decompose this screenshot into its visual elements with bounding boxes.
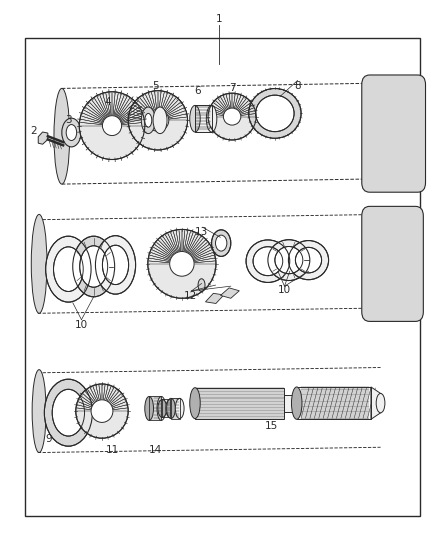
Bar	[285, 394, 297, 411]
Text: 11: 11	[106, 445, 119, 455]
Text: 8: 8	[294, 81, 301, 91]
Ellipse shape	[208, 93, 256, 140]
Text: 12: 12	[184, 290, 197, 301]
Ellipse shape	[190, 387, 200, 418]
Ellipse shape	[79, 92, 145, 159]
Bar	[149, 397, 161, 421]
Ellipse shape	[53, 247, 83, 292]
Ellipse shape	[31, 214, 47, 313]
Ellipse shape	[166, 398, 175, 418]
Ellipse shape	[148, 229, 216, 298]
Text: 13: 13	[195, 227, 208, 237]
Ellipse shape	[246, 240, 290, 282]
Bar	[195, 106, 212, 132]
Text: 14: 14	[149, 445, 162, 455]
FancyBboxPatch shape	[362, 206, 424, 321]
Text: 1: 1	[215, 14, 223, 25]
Ellipse shape	[376, 393, 385, 413]
Ellipse shape	[268, 240, 310, 280]
Ellipse shape	[44, 379, 92, 446]
Ellipse shape	[73, 236, 115, 297]
Text: 4: 4	[104, 96, 111, 107]
Ellipse shape	[46, 236, 91, 302]
Text: 15: 15	[265, 421, 278, 431]
FancyBboxPatch shape	[25, 38, 420, 516]
Ellipse shape	[253, 247, 283, 276]
Polygon shape	[205, 293, 224, 303]
Ellipse shape	[80, 246, 108, 287]
Text: 10: 10	[278, 286, 291, 295]
Ellipse shape	[170, 252, 194, 276]
Ellipse shape	[66, 125, 77, 141]
Ellipse shape	[76, 384, 128, 438]
Bar	[171, 398, 180, 418]
Ellipse shape	[153, 107, 167, 134]
Bar	[195, 106, 212, 132]
Ellipse shape	[52, 389, 85, 436]
FancyBboxPatch shape	[362, 75, 426, 192]
Ellipse shape	[141, 107, 155, 134]
Ellipse shape	[128, 91, 187, 150]
Ellipse shape	[32, 369, 46, 453]
Ellipse shape	[275, 246, 303, 274]
Ellipse shape	[147, 109, 169, 131]
Ellipse shape	[95, 236, 136, 294]
Ellipse shape	[102, 245, 129, 285]
Ellipse shape	[102, 116, 122, 135]
Ellipse shape	[206, 106, 217, 132]
Ellipse shape	[62, 118, 81, 147]
Bar	[149, 397, 161, 421]
Ellipse shape	[256, 95, 294, 132]
Ellipse shape	[223, 108, 241, 125]
Text: 9: 9	[46, 434, 52, 445]
Ellipse shape	[158, 399, 166, 417]
Text: 10: 10	[75, 320, 88, 330]
Ellipse shape	[212, 230, 231, 256]
Ellipse shape	[215, 235, 227, 251]
Bar	[171, 398, 180, 418]
Ellipse shape	[249, 88, 301, 138]
Ellipse shape	[157, 397, 166, 421]
Polygon shape	[371, 387, 381, 419]
Ellipse shape	[198, 279, 205, 292]
Text: 3: 3	[65, 115, 72, 125]
Ellipse shape	[175, 398, 184, 418]
Text: 6: 6	[194, 86, 201, 96]
Ellipse shape	[54, 88, 70, 184]
Bar	[195, 387, 285, 418]
Ellipse shape	[145, 114, 152, 127]
Polygon shape	[220, 288, 239, 298]
Ellipse shape	[166, 399, 174, 417]
Bar	[162, 399, 170, 417]
Text: 7: 7	[229, 83, 235, 93]
Bar	[162, 399, 170, 417]
Text: 5: 5	[152, 81, 159, 91]
Ellipse shape	[190, 106, 200, 132]
Bar	[297, 387, 371, 419]
Polygon shape	[38, 132, 48, 144]
Ellipse shape	[145, 397, 153, 421]
Ellipse shape	[293, 394, 300, 411]
Text: 2: 2	[30, 126, 37, 136]
Ellipse shape	[295, 247, 321, 273]
Ellipse shape	[291, 387, 302, 419]
Ellipse shape	[91, 400, 113, 422]
Ellipse shape	[288, 240, 328, 280]
